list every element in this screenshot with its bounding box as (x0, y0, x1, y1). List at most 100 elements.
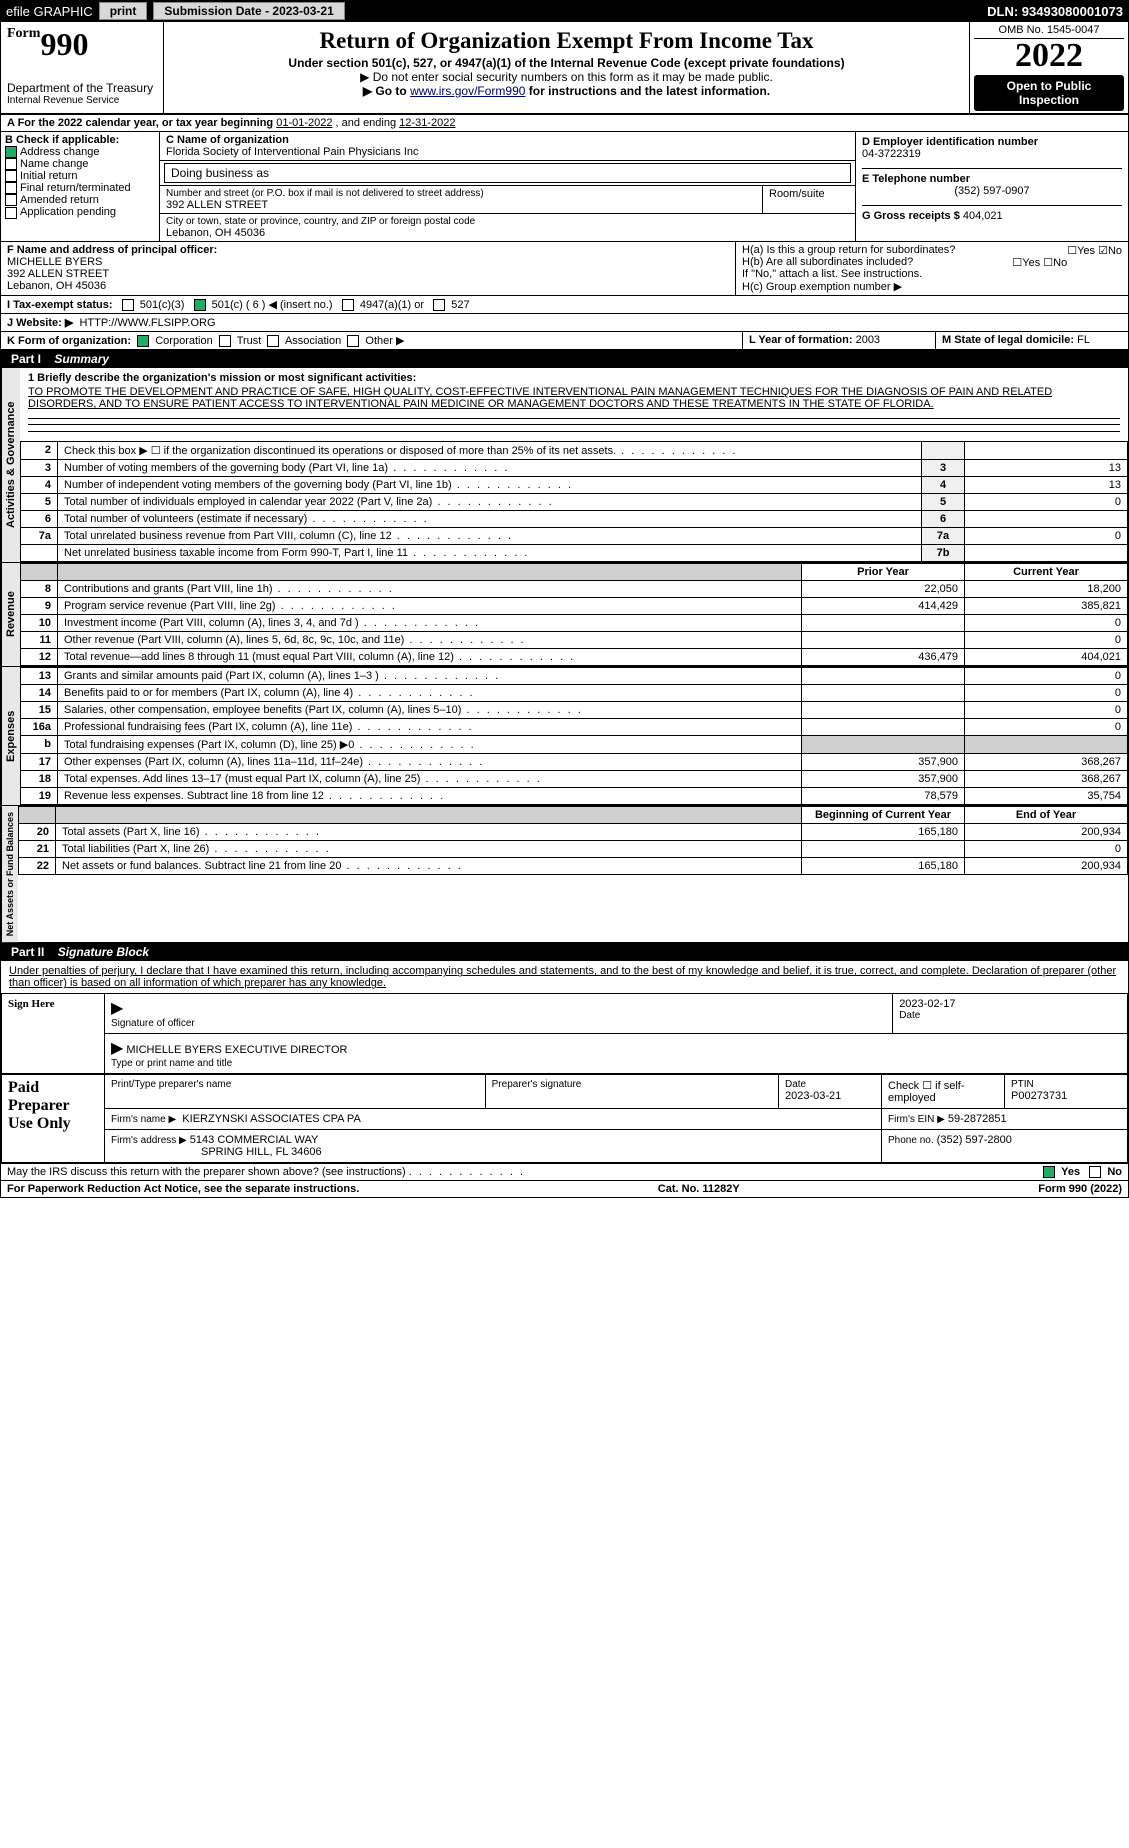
hb-label: H(b) Are all subordinates included? (742, 256, 913, 268)
chk-other[interactable] (347, 335, 359, 347)
efile-label: efile GRAPHIC (6, 4, 93, 19)
f-addr1: 392 ALLEN STREET (7, 268, 729, 280)
k-other: Other ▶ (365, 335, 404, 347)
table-row: 10Investment income (Part VIII, column (… (21, 615, 1128, 632)
tax-year: 2022 (974, 39, 1124, 73)
dba-label: Doing business as (171, 166, 269, 180)
period-end: 12-31-2022 (399, 117, 455, 129)
i-label: I Tax-exempt status: (7, 299, 113, 311)
sig-officer-label: Signature of officer (111, 1018, 886, 1029)
table-row: 12Total revenue—add lines 8 through 11 (… (21, 649, 1128, 666)
table-row: 9Program service revenue (Part VIII, lin… (21, 598, 1128, 615)
ein-value: 04-3722319 (862, 148, 1122, 160)
j-url: HTTP://WWW.FLSIPP.ORG (79, 317, 215, 329)
chk-527[interactable] (433, 299, 445, 311)
chk-corp[interactable] (137, 335, 149, 347)
ha-yes: Yes (1077, 245, 1095, 257)
chk-may-yes[interactable] (1043, 1166, 1055, 1178)
c-label: C Name of organization (166, 134, 849, 146)
hc-label: H(c) Group exemption number ▶ (742, 280, 1122, 293)
vert-net: Net Assets or Fund Balances (1, 806, 18, 942)
table-row: bTotal fundraising expenses (Part IX, co… (21, 736, 1128, 754)
part1-n: Part I (11, 352, 41, 366)
may-irs-row: May the IRS discuss this return with the… (1, 1163, 1128, 1180)
chk-501c3[interactable] (122, 299, 134, 311)
rev-table: Prior YearCurrent Year8Contributions and… (20, 563, 1128, 666)
b-final: Final return/terminated (20, 182, 131, 194)
firm-ein-label: Firm's EIN ▶ (888, 1114, 945, 1125)
table-row: 14Benefits paid to or for members (Part … (21, 685, 1128, 702)
table-row: 6Total number of volunteers (estimate if… (21, 511, 1128, 528)
chk-address[interactable] (5, 146, 17, 158)
chk-name[interactable] (5, 158, 17, 170)
form-title: Return of Organization Exempt From Incom… (170, 28, 963, 54)
table-row: 4Number of independent voting members of… (21, 477, 1128, 494)
table-row: 8Contributions and grants (Part VIII, li… (21, 581, 1128, 598)
exp-section: Expenses 13Grants and similar amounts pa… (1, 667, 1128, 806)
submission-date: Submission Date - 2023-03-21 (153, 2, 344, 20)
chk-501c[interactable] (194, 299, 206, 311)
form-number: 990 (40, 26, 88, 62)
j-row: J Website: ▶ HTTP://WWW.FLSIPP.ORG (1, 314, 1128, 332)
footer-left: For Paperwork Reduction Act Notice, see … (7, 1183, 359, 1195)
form-header: Form990 Department of the Treasury Inter… (1, 22, 1128, 115)
l-box: L Year of formation: 2003 (743, 332, 936, 349)
part1-header: Part I Summary (1, 350, 1128, 368)
mission-text: TO PROMOTE THE DEVELOPMENT AND PRACTICE … (28, 384, 1120, 412)
phone-val: (352) 597-2800 (937, 1134, 1012, 1146)
chk-4947[interactable] (342, 299, 354, 311)
chk-final[interactable] (5, 182, 17, 194)
penalties-text: Under penalties of perjury, I declare th… (1, 961, 1128, 993)
g-label: G Gross receipts $ (862, 210, 960, 222)
exp-table: 13Grants and similar amounts paid (Part … (20, 667, 1128, 805)
chk-assoc[interactable] (267, 335, 279, 347)
sign-here-table: Sign Here ▶ Signature of officer 2023-02… (1, 993, 1128, 1074)
chk-initial[interactable] (5, 170, 17, 182)
e-label: E Telephone number (862, 173, 1122, 185)
hb-yes: Yes (1022, 257, 1040, 269)
l-label: L Year of formation: (749, 334, 853, 346)
a-label: A For the 2022 calendar year, or tax yea… (7, 117, 273, 129)
net-table: Beginning of Current YearEnd of Year20To… (18, 806, 1128, 875)
fh-row: F Name and address of principal officer:… (1, 242, 1128, 296)
tel-value: (352) 597-0907 (862, 185, 1122, 197)
q1-label: 1 Briefly describe the organization's mi… (28, 372, 416, 384)
print-button[interactable]: print (99, 2, 148, 20)
check-if: Check ☐ if self-employed (882, 1075, 1005, 1109)
may-no: No (1107, 1166, 1122, 1178)
part2-t: Signature Block (58, 945, 149, 959)
table-row: 22Net assets or fund balances. Subtract … (19, 858, 1128, 875)
city-label: City or town, state or province, country… (166, 216, 849, 227)
prep-name-label: Print/Type preparer's name (111, 1079, 479, 1090)
goto-suffix: for instructions and the latest informat… (529, 84, 770, 98)
ha-no: No (1108, 245, 1122, 257)
ha-label: H(a) Is this a group return for subordin… (742, 244, 955, 256)
city-value: Lebanon, OH 45036 (166, 227, 849, 239)
m-box: M State of legal domicile: FL (936, 332, 1128, 349)
hb-no: No (1053, 257, 1067, 269)
addr-value: 392 ALLEN STREET (166, 199, 756, 211)
ptin-val: P00273731 (1011, 1090, 1121, 1102)
k-label: K Form of organization: (7, 335, 131, 347)
part2-header: Part II Signature Block (1, 943, 1128, 961)
l-value: 2003 (856, 334, 880, 346)
prep-date-label: Date (785, 1079, 875, 1090)
table-row: 15Salaries, other compensation, employee… (21, 702, 1128, 719)
chk-may-no[interactable] (1089, 1166, 1101, 1178)
chk-trust[interactable] (219, 335, 231, 347)
chk-amended[interactable] (5, 194, 17, 206)
table-row: 5Total number of individuals employed in… (21, 494, 1128, 511)
dln-label: DLN: 93493080001073 (987, 4, 1123, 19)
sig-name: MICHELLE BYERS EXECUTIVE DIRECTOR (126, 1044, 347, 1056)
form-title-box: Return of Organization Exempt From Incom… (164, 22, 970, 113)
chk-app[interactable] (5, 207, 17, 219)
b-column: B Check if applicable: Address change Na… (1, 132, 160, 241)
irs-link[interactable]: www.irs.gov/Form990 (410, 84, 525, 98)
paid-preparer-table: Paid Preparer Use Only Print/Type prepar… (1, 1074, 1128, 1163)
form-id-box: Form990 Department of the Treasury Inter… (1, 22, 164, 113)
firm-addr-label: Firm's address ▶ (111, 1135, 187, 1146)
may-yes: Yes (1061, 1166, 1080, 1178)
table-row: 13Grants and similar amounts paid (Part … (21, 668, 1128, 685)
ptin-label: PTIN (1011, 1079, 1121, 1090)
firm-name: KIERZYNSKI ASSOCIATES CPA PA (182, 1113, 361, 1125)
